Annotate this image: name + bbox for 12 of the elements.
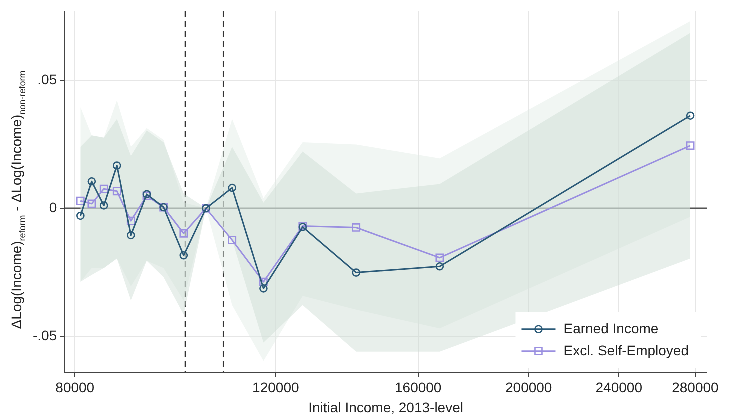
legend-label: Earned Income — [564, 320, 659, 336]
x-tick-label: 200000 — [505, 380, 552, 396]
y-tick-label: 0 — [49, 199, 58, 216]
y-tick-label: -.05 — [33, 327, 58, 344]
legend-label: Excl. Self-Employed — [564, 342, 690, 358]
x-tick-label: 80000 — [56, 380, 95, 396]
x-tick-label: 280000 — [672, 380, 720, 396]
x-tick-label: 160000 — [394, 380, 442, 396]
x-tick-label: 120000 — [252, 380, 300, 396]
x-axis-title: Initial Income, 2013-level — [308, 399, 464, 416]
y-tick-label: .05 — [38, 71, 58, 88]
x-tick-label: 240000 — [596, 380, 643, 396]
